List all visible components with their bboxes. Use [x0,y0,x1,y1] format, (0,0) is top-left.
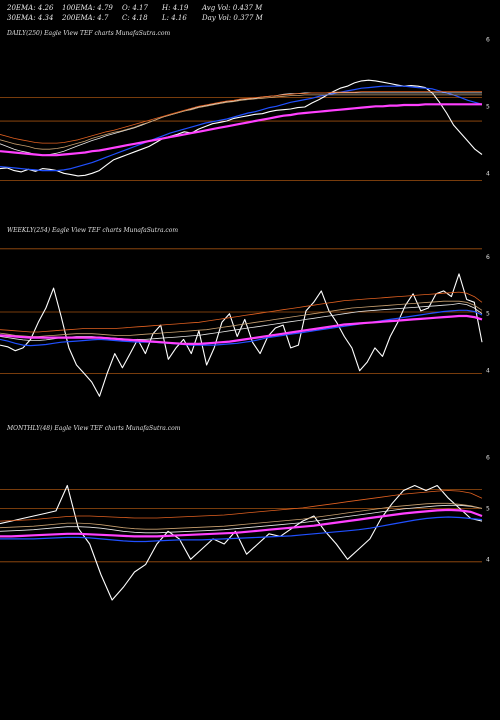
daily-series-ema_fast [0,85,483,172]
monthly-y-tick-2: 4 [486,556,490,563]
weekly-panel-title: WEEKLY(254) Eagle View TEF charts Munafa… [7,227,179,234]
daily-y-tick-0: 6 [486,36,490,43]
monthly-y-tick-1: 5 [486,505,490,512]
ema30-readout: 30EMA: 4.34 [7,14,54,22]
monthly-series-ma_a [0,504,483,534]
monthly-series-ema_fast [0,516,483,543]
weekly-series-price [0,273,483,397]
monthly-series-price [0,484,483,601]
ema20-readout: 20EMA: 4.26 [7,4,54,12]
weekly-series-ma_b [0,300,483,337]
weekly-series-ma_a [0,303,483,341]
daily-series-ma_a [0,92,482,156]
ema200-readout: 200EMA: 4.7 [62,14,109,22]
weekly-y-tick-1: 5 [486,311,490,318]
daily-series-ema_slow [0,103,482,157]
monthly-series-ema_slow [0,508,483,538]
weekly-series-ema_fast [0,309,483,347]
ema100-readout: 100EMA: 4.79 [62,4,113,12]
weekly-series-ma_c [0,291,483,333]
high-readout: H: 4.19 [162,4,189,12]
low-readout: L: 4.16 [162,14,187,22]
monthly-y-tick-0: 6 [486,454,490,461]
daily-series-ma_c [0,91,482,144]
daily-series-ma_b [0,94,482,150]
monthly-panel-title: MONTHLY(48) Eagle View TEF charts Munafa… [7,425,181,432]
daily-y-tick-1: 5 [486,103,490,110]
day-vol-readout: Day Vol: 0.377 M [202,14,263,22]
weekly-panel: 6 5 4 [0,248,490,397]
daily-panel-title: DAILY(250) Eagle View TEF charts MunafaS… [7,30,171,37]
avg-vol-readout: Avg Vol: 0.437 M [202,4,263,12]
monthly-panel: 6 5 4 [0,454,490,601]
daily-panel: 6 5 4 [0,36,490,182]
daily-y-tick-2: 4 [486,170,490,177]
monthly-series-ma_b [0,502,483,530]
open-readout: O: 4.17 [122,4,148,12]
monthly-series-ma_c [0,490,483,522]
close-readout: C: 4.18 [122,14,148,22]
weekly-y-tick-0: 6 [486,254,490,261]
weekly-series-ema_slow [0,314,483,345]
weekly-y-tick-2: 4 [486,368,490,375]
